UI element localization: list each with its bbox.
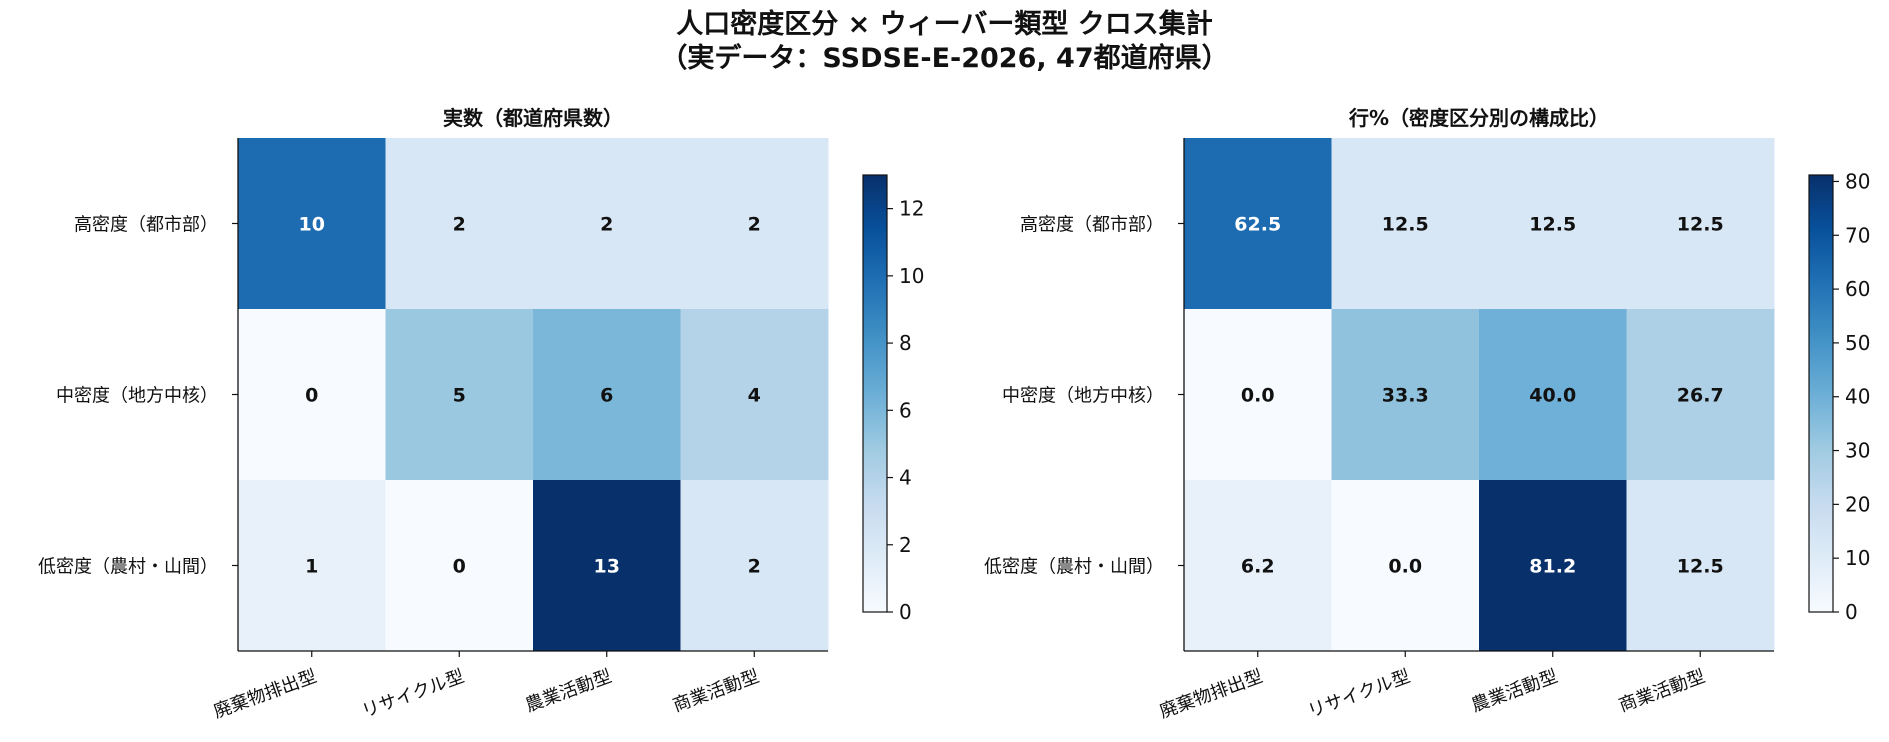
cell-value-label: 1: [305, 556, 318, 578]
y-tick-label: 低密度（農村・山間）: [984, 557, 1164, 578]
x-tick-label: 商業活動型: [670, 666, 762, 717]
heatmap-cell: [533, 138, 681, 310]
heatmap-cell: [533, 309, 681, 481]
cell-value-label: 62.5: [1234, 214, 1281, 236]
colorbar: [1808, 174, 1834, 613]
x-tick-label: 廃棄物排出型: [211, 666, 320, 723]
cell-value-label: 26.7: [1677, 385, 1724, 407]
x-tick-label: 農業活動型: [1469, 666, 1561, 717]
colorbar-tick-label: 50: [1845, 331, 1870, 355]
heatmap-cell: [1626, 138, 1775, 310]
cell-value-label: 5: [453, 385, 466, 407]
heatmap-cell: [680, 480, 829, 652]
heatmap-cell: [1331, 309, 1480, 481]
heatmap-cell: [1331, 138, 1480, 310]
cell-value-label: 40.0: [1529, 385, 1576, 407]
colorbar-tick-label: 8: [899, 331, 912, 355]
colorbar-tick-label: 12: [899, 197, 924, 221]
cell-value-label: 2: [453, 214, 466, 236]
colorbar-tick-label: 0: [1845, 600, 1858, 624]
heatmap-cell: [1184, 309, 1332, 481]
cell-value-label: 0.0: [1241, 385, 1275, 407]
cell-value-label: 33.3: [1382, 385, 1429, 407]
cell-value-label: 6: [600, 385, 613, 407]
heatmap-cell: [238, 480, 386, 652]
y-tick-label: 中密度（地方中核）: [56, 386, 218, 407]
heatmap-cell: [1626, 480, 1775, 652]
cell-value-label: 2: [748, 214, 761, 236]
cell-value-label: 12.5: [1677, 556, 1724, 578]
colorbar-tick-label: 10: [1845, 546, 1870, 570]
heatmap-cell: [238, 309, 386, 481]
heatmap-cell: [1184, 138, 1332, 310]
cell-value-label: 10: [299, 214, 325, 236]
cell-value-label: 2: [748, 556, 761, 578]
colorbar-tick-label: 30: [1845, 439, 1870, 463]
colorbar-tick-label: 80: [1845, 169, 1870, 193]
y-tick-label: 高密度（都市部）: [74, 215, 218, 236]
y-tick-label: 低密度（農村・山間）: [38, 557, 218, 578]
heatmap-cell: [1479, 309, 1627, 481]
colorbar-tick-label: 4: [899, 466, 912, 490]
heatmap-cell: [1479, 138, 1627, 310]
colorbar-tick-label: 0: [899, 600, 912, 624]
heatmap-cell: [385, 309, 534, 481]
cell-value-label: 4: [748, 385, 761, 407]
heatmap-cell: [385, 480, 534, 652]
x-tick-label: 農業活動型: [523, 666, 615, 717]
heatmap-cell: [1626, 309, 1775, 481]
colorbar-tick-label: 10: [899, 264, 924, 288]
y-tick-label: 中密度（地方中核）: [1002, 386, 1164, 407]
colorbar-tick-label: 2: [899, 533, 912, 557]
heatmap-cell: [680, 138, 829, 310]
x-tick-label: 商業活動型: [1616, 666, 1708, 717]
figure-subtitle: （実データ：SSDSE-E-2026, 47都道府県）: [660, 43, 1229, 74]
cell-value-label: 0: [453, 556, 466, 578]
cell-value-label: 12.5: [1382, 214, 1429, 236]
cell-value-label: 0: [305, 385, 318, 407]
colorbar-tick-label: 20: [1845, 492, 1870, 516]
cell-value-label: 0.0: [1388, 556, 1422, 578]
heatmap-cell: [385, 138, 534, 310]
heatmap-cell: [680, 309, 829, 481]
colorbar-tick-label: 70: [1845, 223, 1870, 247]
colorbar-tick-label: 6: [899, 398, 912, 422]
cell-value-label: 6.2: [1241, 556, 1275, 578]
colorbar: [862, 174, 888, 613]
figure-title: 人口密度区分 × ウィーバー類型 クロス集計: [676, 9, 1213, 40]
panel-title: 実数（都道府県数）: [443, 106, 623, 130]
cell-value-label: 13: [594, 556, 620, 578]
x-tick-label: リサイクル型: [1305, 666, 1413, 722]
colorbar-tick-label: 60: [1845, 277, 1870, 301]
panel-title: 行%（密度区分別の構成比）: [1348, 106, 1609, 130]
y-tick-label: 高密度（都市部）: [1020, 215, 1164, 236]
cell-value-label: 12.5: [1529, 214, 1576, 236]
colorbar-tick-label: 40: [1845, 385, 1870, 409]
heatmap-cell: [1331, 480, 1480, 652]
heatmap-cell: [238, 138, 386, 310]
cell-value-label: 2: [600, 214, 613, 236]
heatmap-cell: [1184, 480, 1332, 652]
cell-value-label: 12.5: [1677, 214, 1724, 236]
heatmap-cell: [1479, 480, 1627, 652]
heatmap-cell: [533, 480, 681, 652]
x-tick-label: リサイクル型: [359, 666, 467, 722]
x-tick-label: 廃棄物排出型: [1157, 666, 1266, 723]
cell-value-label: 81.2: [1529, 556, 1576, 578]
